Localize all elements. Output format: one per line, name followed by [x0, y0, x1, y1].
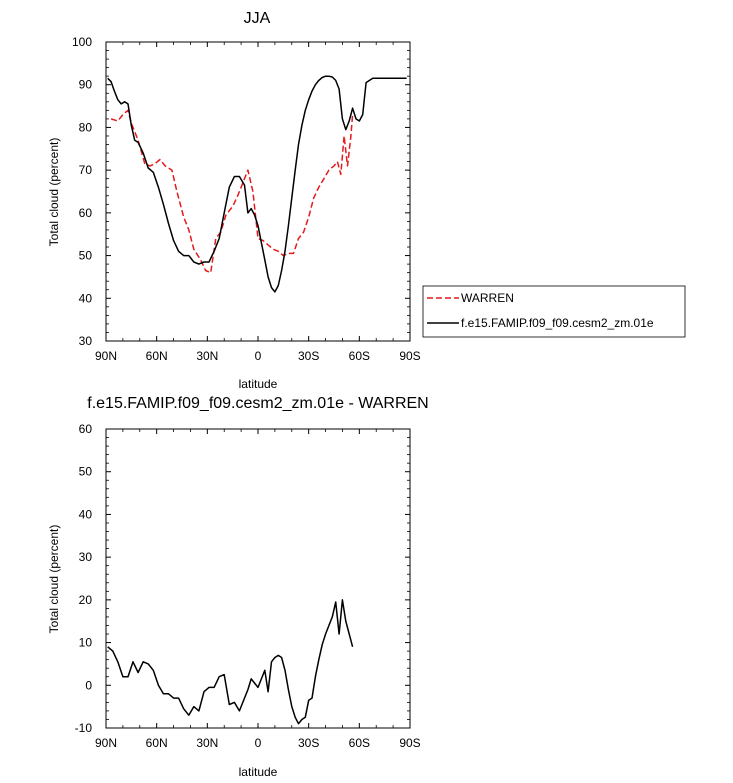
x-tick-label: 90N: [95, 736, 117, 750]
x-tick-label: 60N: [146, 736, 168, 750]
y-tick-label: 0: [85, 678, 92, 692]
y-tick-label: 30: [79, 550, 93, 564]
x-tick-label: 30N: [196, 736, 218, 750]
y-tick-label: 80: [79, 120, 93, 134]
y-tick-label: 30: [79, 334, 93, 348]
legend: WARREN f.e15.FAMIP.f09_f09.cesm2_zm.01e: [422, 285, 686, 338]
top-line-chart: JJA 90N 60N 30N 0 30S 60S 90S 30 40 50 60 70 80 90 100…: [47, 10, 421, 391]
legend-label-model: f.e15.FAMIP.f09_f09.cesm2_zm.01e: [461, 316, 654, 330]
x-tick-label: 90S: [399, 349, 420, 363]
y-tick-label: 100: [72, 35, 92, 49]
top-chart-title: JJA: [244, 10, 271, 27]
y-tick-label: 60: [79, 206, 93, 220]
x-tick-label: 0: [255, 349, 262, 363]
x-tick-label: 60S: [349, 736, 370, 750]
series-line-warren: [110, 109, 354, 274]
top-chart-plot-frame: [105, 41, 411, 342]
y-tick-label: 40: [79, 291, 93, 305]
x-tick-label: 90N: [95, 349, 117, 363]
x-tick-label: 0: [255, 736, 262, 750]
bottom-chart-title: f.e15.FAMIP.f09_f09.cesm2_zm.01e - WARRE…: [87, 395, 428, 412]
y-tick-label: 40: [79, 507, 93, 521]
bottom-chart-xlabel: latitude: [239, 765, 278, 779]
x-tick-label: 60N: [146, 349, 168, 363]
legend-label-warren: WARREN: [461, 291, 514, 305]
series-line-difference: [107, 599, 354, 725]
bottom-chart-plot-frame: [105, 428, 411, 729]
y-tick-label: 70: [79, 163, 93, 177]
y-tick-label: 10: [79, 636, 93, 650]
y-tick-label: 20: [79, 593, 93, 607]
bottom-line-chart: f.e15.FAMIP.f09_f09.cesm2_zm.01e - WARRE…: [47, 395, 429, 779]
legend-box: [422, 285, 686, 338]
x-tick-label: 30N: [196, 349, 218, 363]
x-tick-label: 90S: [399, 736, 420, 750]
y-tick-label: 50: [79, 249, 93, 263]
x-tick-label: 30S: [298, 736, 319, 750]
bottom-chart-ylabel: Total cloud (percent): [47, 525, 61, 634]
y-tick-label: 50: [79, 465, 93, 479]
top-chart-xlabel: latitude: [239, 377, 278, 391]
y-tick-label: 60: [79, 422, 93, 436]
x-tick-label: 30S: [298, 349, 319, 363]
y-tick-label: -10: [75, 721, 93, 735]
top-chart-ylabel: Total cloud (percent): [47, 138, 61, 247]
x-tick-label: 60S: [349, 349, 370, 363]
series-line-model: [107, 75, 407, 293]
y-tick-label: 90: [79, 78, 93, 92]
